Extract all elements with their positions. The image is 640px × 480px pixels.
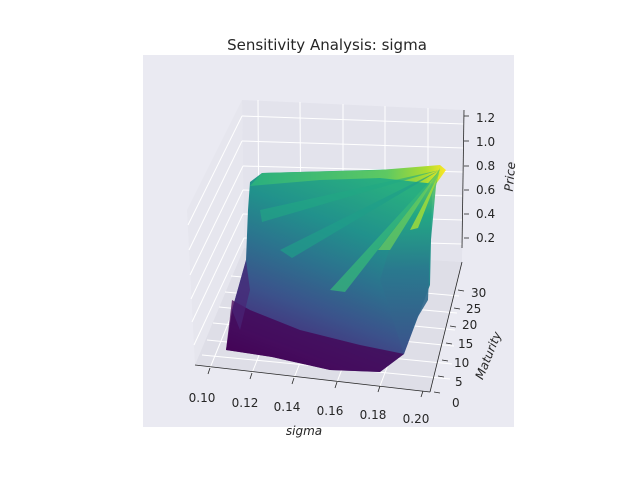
z-tick-label: 0.8: [476, 159, 495, 173]
x-tick-label: 0.16: [317, 404, 344, 418]
z-tick-labels: 0.2 0.4 0.6 0.8 1.0 1.2: [476, 111, 495, 245]
x-tick-labels: 0.10 0.12 0.14 0.16 0.18 0.20: [189, 391, 430, 426]
surface-bright-rays-5: [410, 172, 440, 230]
y-tick-label: 25: [466, 302, 481, 316]
chart-title: Sensitivity Analysis: sigma: [227, 36, 427, 54]
surface-main: [226, 168, 440, 372]
surface-top-ridge: [250, 165, 446, 186]
x-axis-label: sigma: [286, 424, 322, 438]
y-tick-labels: 0 5 10 15 20 25 30: [452, 286, 486, 410]
x-tick-label: 0.12: [232, 396, 259, 410]
y-tick-label: 0: [452, 396, 460, 410]
y-tick-label: 10: [454, 356, 469, 370]
z-tick-label: 0.6: [476, 183, 495, 197]
surface-bright-rays-1: [330, 170, 440, 292]
x-tick-label: 0.18: [360, 408, 387, 422]
z-tick-label: 1.0: [476, 135, 495, 149]
y-tick-label: 5: [455, 375, 463, 389]
x-tick-label: 0.20: [403, 412, 430, 426]
surface-bright-rays-3: [378, 170, 440, 250]
z-tick-label: 0.4: [476, 207, 495, 221]
z-tick-label: 1.2: [476, 111, 495, 125]
axis-lines: [194, 109, 465, 393]
surface-bright-rays-4: [260, 170, 440, 222]
surface-dark-base: [226, 300, 404, 372]
z-axis-label: Price: [502, 161, 519, 192]
x-tick-label: 0.10: [189, 391, 216, 405]
y-tick-label: 20: [462, 318, 477, 332]
price-surface: [226, 165, 446, 372]
x-tick-label: 0.14: [274, 400, 301, 414]
surface-right-fan: [380, 168, 440, 354]
y-tick-label: 30: [471, 286, 486, 300]
surface-bright-rays-2: [280, 170, 440, 258]
tick-marks: [207, 115, 469, 398]
y-tick-label: 15: [458, 337, 473, 351]
z-tick-label: 0.2: [476, 231, 495, 245]
surface-dark-left: [232, 260, 250, 330]
